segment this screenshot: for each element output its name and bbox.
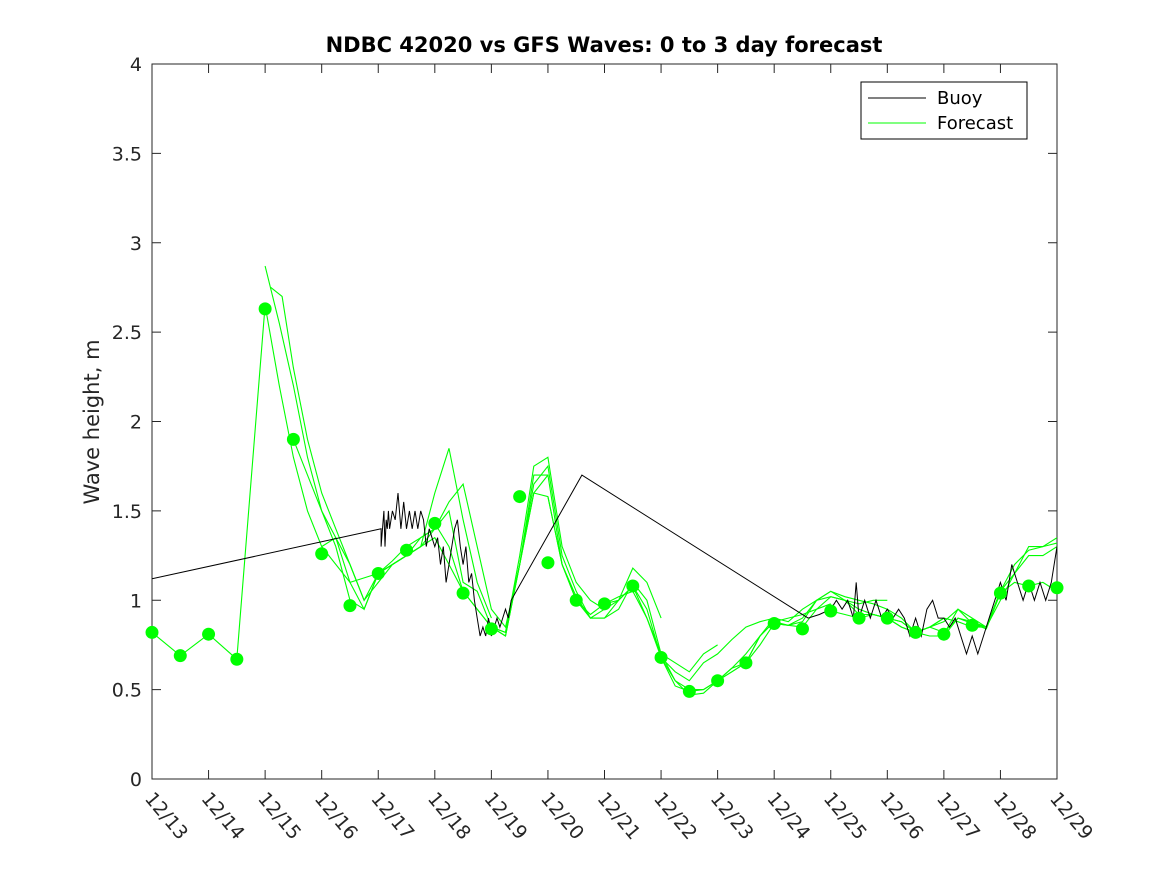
x-tick-label: 12/29 <box>1045 788 1097 844</box>
forecast-line <box>491 474 775 682</box>
forecast-point <box>824 604 838 618</box>
y-tick-label: 3.5 <box>112 143 142 165</box>
plot-frame <box>151 63 1058 780</box>
forecast-point <box>343 599 357 613</box>
legend-forecast-label: Forecast <box>937 113 1013 134</box>
y-tick-label: 2.5 <box>112 322 142 344</box>
x-tick-label: 12/28 <box>989 788 1041 844</box>
x-tick-label: 12/18 <box>423 788 475 844</box>
forecast-point <box>484 622 498 636</box>
x-tick-label: 12/22 <box>649 788 701 844</box>
x-tick-label: 12/24 <box>762 788 814 844</box>
forecast-point <box>145 625 159 639</box>
forecast-point <box>880 611 894 625</box>
y-axis-label: Wave height, m <box>80 339 104 504</box>
y-tick-label: 0 <box>130 769 142 791</box>
chart-title: NDBC 42020 vs GFS Waves: 0 to 3 day fore… <box>326 33 883 57</box>
forecast-line <box>547 496 831 692</box>
forecast-point <box>598 597 611 611</box>
forecast-point <box>315 547 329 561</box>
x-tick-label: 12/20 <box>536 788 588 844</box>
y-tick-label: 2 <box>130 412 142 434</box>
x-tick-label: 12/25 <box>819 788 871 844</box>
y-tick-label: 1.5 <box>112 501 142 523</box>
forecast-point <box>428 516 442 530</box>
forecast-point <box>258 302 272 316</box>
forecast-point <box>541 556 555 570</box>
forecast-point <box>513 490 527 504</box>
forecast-line <box>943 546 1057 635</box>
forecast-point <box>993 586 1007 600</box>
forecast-line <box>152 305 379 661</box>
x-tick-label: 12/14 <box>197 788 249 844</box>
legend: Buoy Forecast <box>860 81 1028 140</box>
forecast-point <box>909 625 923 639</box>
forecast-point <box>400 543 414 557</box>
buoy-line <box>152 474 1057 656</box>
forecast-point <box>682 684 696 698</box>
x-tick-label: 12/17 <box>366 788 418 844</box>
forecast-point <box>739 656 753 670</box>
y-tick-label: 4 <box>130 54 142 76</box>
forecast-point <box>1022 579 1036 593</box>
forecast-line <box>660 590 945 691</box>
forecast-point <box>202 627 216 641</box>
forecast-point <box>569 593 583 607</box>
forecast-point <box>286 432 300 446</box>
x-tick-label: 12/13 <box>140 788 192 844</box>
y-tick-label: 3 <box>130 233 142 255</box>
forecast-line <box>321 456 605 634</box>
forecast-point <box>371 566 385 580</box>
forecast-point <box>937 627 951 641</box>
y-tick-label: 0.5 <box>112 680 142 702</box>
x-tick-label: 12/23 <box>706 788 758 844</box>
forecast-point <box>456 586 470 600</box>
forecast-point <box>711 674 725 688</box>
forecast-line <box>270 286 492 619</box>
forecast-point <box>230 652 244 666</box>
y-tick-label: 1 <box>130 590 142 612</box>
forecast-point <box>965 618 979 632</box>
forecast-point <box>795 622 809 636</box>
forecast-point <box>654 650 668 664</box>
forecast-point <box>767 616 781 630</box>
x-tick-label: 12/15 <box>253 788 305 844</box>
x-tick-label: 12/26 <box>875 788 927 844</box>
legend-box <box>860 81 1028 140</box>
forecast-point <box>173 649 187 663</box>
forecast-line <box>292 439 549 629</box>
x-tick-label: 12/27 <box>932 788 984 844</box>
forecast-point <box>1050 581 1064 595</box>
legend-buoy-label: Buoy <box>937 88 983 109</box>
forecast-markers <box>145 302 1064 698</box>
x-tick-label: 12/16 <box>310 788 362 844</box>
x-tick-label: 12/19 <box>480 788 532 844</box>
forecast-point <box>626 579 640 593</box>
x-tick-label: 12/21 <box>593 788 645 844</box>
forecast-point <box>852 611 866 625</box>
